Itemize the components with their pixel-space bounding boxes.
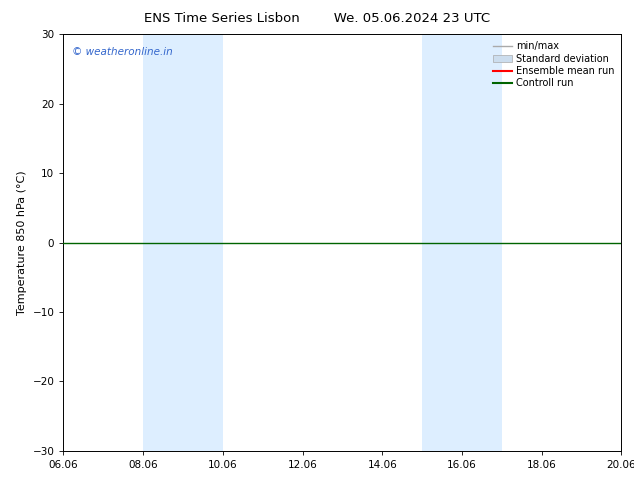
- Y-axis label: Temperature 850 hPa (°C): Temperature 850 hPa (°C): [17, 170, 27, 315]
- Text: ENS Time Series Lisbon        We. 05.06.2024 23 UTC: ENS Time Series Lisbon We. 05.06.2024 23…: [144, 12, 490, 25]
- Text: © weatheronline.in: © weatheronline.in: [72, 47, 172, 57]
- Bar: [422, 34, 501, 451]
- Legend: min/max, Standard deviation, Ensemble mean run, Controll run: min/max, Standard deviation, Ensemble me…: [491, 39, 616, 90]
- Bar: [143, 34, 223, 451]
